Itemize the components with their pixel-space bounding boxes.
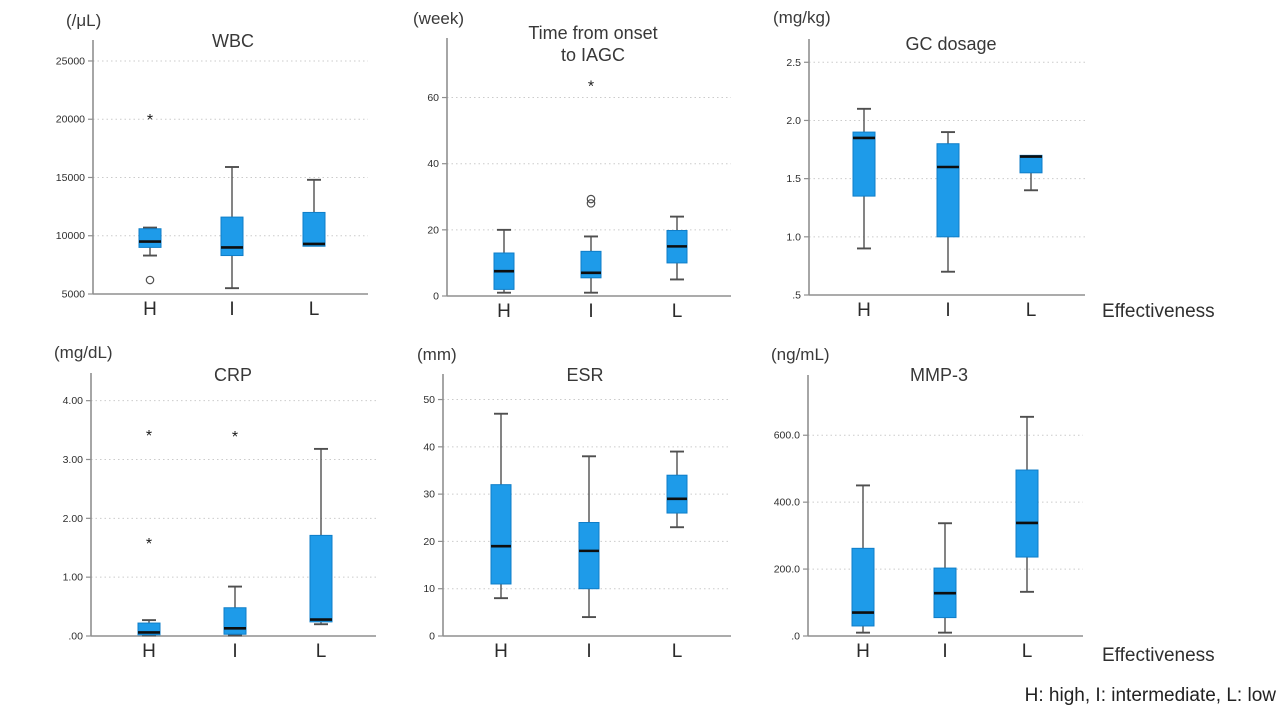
boxplot-gc-dosage-H: H <box>852 107 876 321</box>
boxplot-mmp-3-I: I <box>933 522 957 662</box>
boxplot-wbc-H: *H <box>138 112 162 320</box>
boxplot-time-from-onset-to-iagc-I: *I <box>580 78 602 322</box>
category-label: H <box>857 300 871 321</box>
category-label: L <box>672 641 683 662</box>
plot-gc-dosage: .5 1.0 1.5 2.0 2.5 H I L <box>786 39 1085 321</box>
outlier-star: * <box>146 536 152 553</box>
boxplot-esr-I: I <box>578 455 600 662</box>
unit-label-time: (week) <box>413 9 465 28</box>
category-label: I <box>945 300 950 321</box>
plot-mmp-3: .0 200.0 400.0 600.0 H I L <box>774 375 1083 662</box>
y-tick-label: 0 <box>433 291 439 303</box>
category-label: I <box>229 299 234 320</box>
chart-title-crp: CRP <box>213 365 253 385</box>
boxplot-mmp-3-H: H <box>851 484 875 662</box>
outlier-star: * <box>146 428 152 445</box>
y-tick-label: 20 <box>427 224 439 236</box>
boxplot-crp-H: * * H <box>137 428 161 662</box>
plot-crp: .001.002.003.004.00**H*I L <box>63 373 376 662</box>
boxplot-esr-H: H <box>490 412 512 662</box>
category-label: H <box>494 641 508 662</box>
y-tick-label: 600.0 <box>774 430 800 442</box>
boxplot-gc-dosage-L: L <box>1019 154 1043 321</box>
category-label: I <box>588 301 593 322</box>
unit-label-esr: (mm) <box>417 345 457 364</box>
boxplot-crp-L: L <box>309 447 333 662</box>
category-label: L <box>1026 300 1037 321</box>
boxplot-esr-L: L <box>666 450 688 662</box>
y-tick-label: 25000 <box>56 55 85 67</box>
outlier-circle <box>586 199 596 208</box>
y-tick-label: 40 <box>423 441 435 453</box>
category-label: H <box>856 641 870 662</box>
y-tick-label: 20 <box>423 536 435 548</box>
chart-title-time: Time from onset to IAGC <box>528 23 658 65</box>
unit-label-gc: (mg/kg) <box>773 8 831 27</box>
chart-title-gc: GC dosage <box>905 34 997 54</box>
y-tick-label: 40 <box>427 158 439 170</box>
y-tick-label: 2.00 <box>63 513 84 525</box>
y-tick-label: 30 <box>423 489 435 501</box>
x-axis-label-effectiveness-bottom: Effectiveness <box>1102 645 1215 666</box>
y-tick-label: 4.00 <box>63 395 84 407</box>
boxplot-time-from-onset-to-iagc-L: L <box>666 215 688 322</box>
category-label: H <box>142 641 156 662</box>
y-tick-label: 200.0 <box>774 564 800 576</box>
boxplot-mmp-3-L: L <box>1015 415 1039 662</box>
y-tick-label: 10000 <box>56 230 85 242</box>
category-label: L <box>316 641 327 662</box>
boxplot-time-from-onset-to-iagc-H: H <box>493 228 515 322</box>
y-tick-label: 10 <box>423 583 435 595</box>
y-tick-label: 0 <box>429 631 435 643</box>
y-tick-label: 1.0 <box>786 231 801 243</box>
y-tick-label: 5000 <box>62 289 86 301</box>
unit-label-wbc: (/μL) <box>66 11 102 30</box>
y-tick-label: 1.00 <box>63 572 84 584</box>
legend-footnote: H: high, I: intermediate, L: low <box>1024 685 1276 706</box>
y-tick-label: 50 <box>423 394 435 406</box>
unit-label-mmp3: (ng/mL) <box>771 345 830 364</box>
boxplot-crp-I: *I <box>223 429 247 662</box>
boxplot-gc-dosage-I: I <box>936 131 960 321</box>
outlier-circle <box>586 194 596 204</box>
y-tick-label: .5 <box>792 290 801 302</box>
y-tick-label: 2.5 <box>786 57 801 69</box>
boxplot-wbc-I: I <box>220 166 244 320</box>
y-tick-label: .0 <box>791 631 800 643</box>
unit-label-crp: (mg/dL) <box>54 343 113 362</box>
category-label: H <box>143 299 157 320</box>
category-label: I <box>586 641 591 662</box>
y-tick-label: 15000 <box>56 172 85 184</box>
chart-title-mmp3: MMP-3 <box>910 365 968 385</box>
category-label: L <box>309 299 320 320</box>
category-label: I <box>942 641 947 662</box>
boxplot-wbc-L: L <box>302 178 326 320</box>
category-label: H <box>497 301 511 322</box>
chart-title-esr: ESR <box>566 365 604 385</box>
y-tick-label: 60 <box>427 92 439 104</box>
y-tick-label: 1.5 <box>786 173 801 185</box>
outlier-circle <box>145 275 155 285</box>
chart-title-wbc: WBC <box>212 31 254 51</box>
plot-esr: 0 10 20 30 40 50 H I L <box>423 374 731 662</box>
y-tick-label: .00 <box>68 631 83 643</box>
outlier-star: * <box>147 112 153 129</box>
y-tick-label: 2.0 <box>786 115 801 127</box>
y-tick-label: 400.0 <box>774 497 800 509</box>
outlier-star: * <box>588 78 594 95</box>
category-label: L <box>672 301 683 322</box>
y-tick-label: 3.00 <box>63 454 84 466</box>
outlier-star: * <box>232 429 238 446</box>
y-tick-label: 20000 <box>56 114 85 126</box>
category-label: I <box>232 641 237 662</box>
x-axis-label-effectiveness-top: Effectiveness <box>1102 301 1215 322</box>
category-label: L <box>1022 641 1033 662</box>
